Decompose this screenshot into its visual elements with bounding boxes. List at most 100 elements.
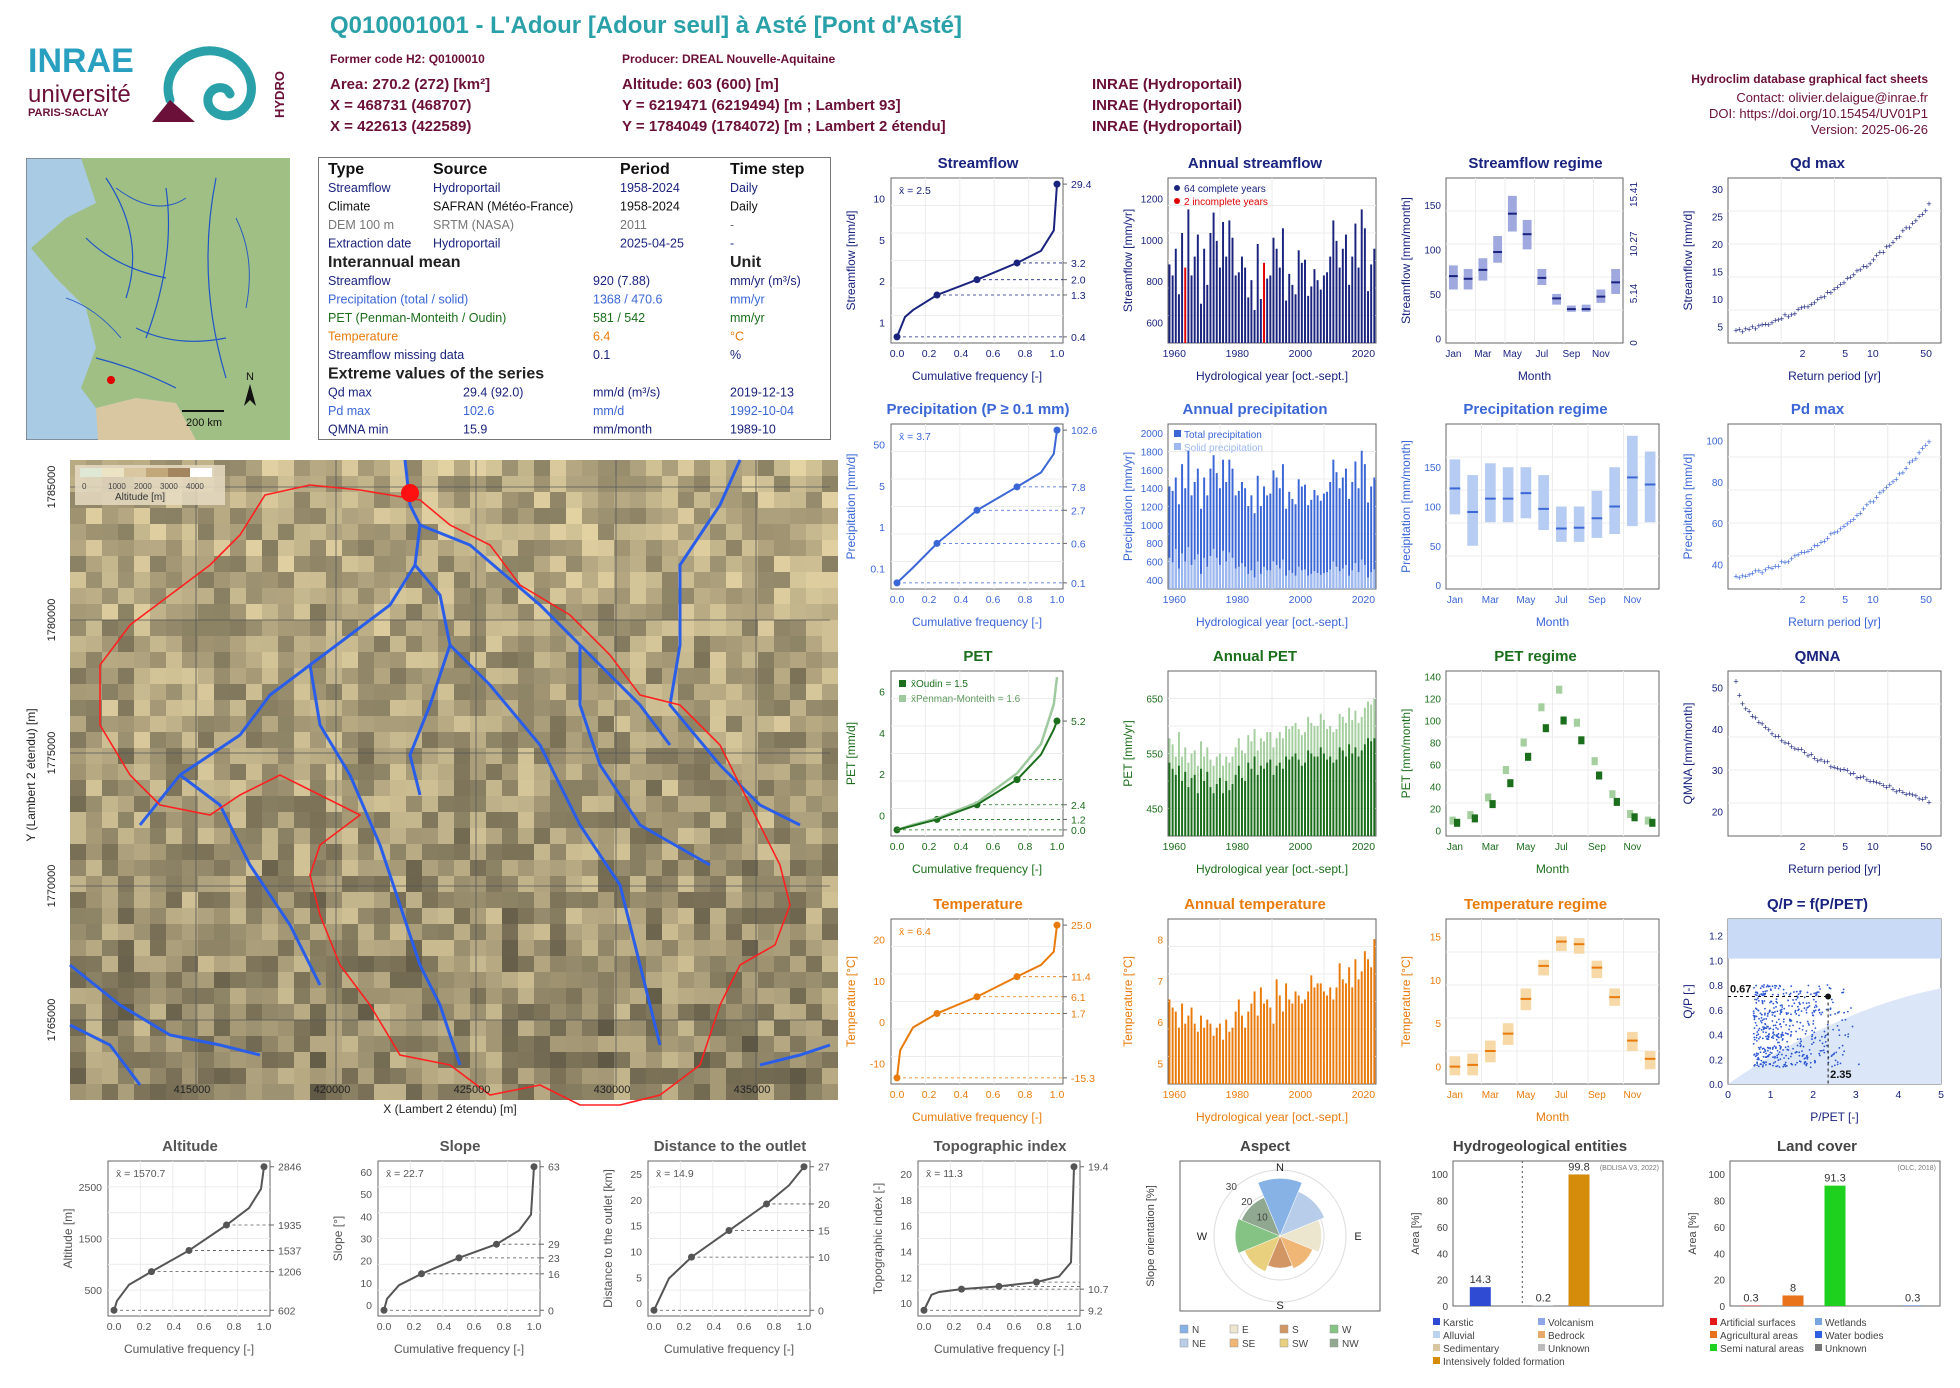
terrain-cell [518, 748, 534, 764]
terrain-cell [86, 508, 102, 524]
terrain-cell [518, 908, 534, 924]
bar [1295, 991, 1297, 1084]
terrain-cell [406, 844, 422, 860]
terrain-cell [758, 460, 774, 476]
terrain-cell [822, 828, 838, 844]
terrain-cell [310, 1020, 326, 1036]
scatter-dot [1807, 992, 1809, 994]
terrain-cell [486, 796, 502, 812]
terrain-cell [502, 652, 518, 668]
right-tick-label: 1.3 [1071, 290, 1086, 302]
terrain-cell [518, 828, 534, 844]
scatter-dot [1767, 1026, 1769, 1028]
x-axis-label: Cumulative frequency [-] [912, 369, 1042, 383]
terrain-cell [726, 860, 742, 876]
scatter-dot [1769, 985, 1771, 987]
terrain-cell [614, 860, 630, 876]
terrain-cell [518, 1052, 534, 1068]
terrain-cell [470, 988, 486, 1004]
terrain-cell [326, 668, 342, 684]
legend-swatch [1230, 1325, 1238, 1333]
bar [1279, 995, 1281, 1084]
terrain-cell [582, 604, 598, 620]
terrain-cell [342, 508, 358, 524]
ext-unit: mm/d [593, 404, 624, 418]
bar [1307, 296, 1309, 343]
terrain-cell [406, 1052, 422, 1068]
mean-x-label: 2.35 [1830, 1069, 1851, 1081]
terrain-cell [454, 972, 470, 988]
terrain-cell [246, 1004, 262, 1020]
right-tick-label: 5.2 [1071, 716, 1086, 728]
terrain-cell [774, 636, 790, 652]
month-label: Jul [1555, 842, 1568, 853]
terrain-cell [710, 844, 726, 860]
terrain-cell [438, 1068, 454, 1084]
terrain-cell [582, 572, 598, 588]
scatter-dot [1802, 1029, 1804, 1031]
bar-solid [1263, 567, 1265, 589]
y-tick-label: 140 [1424, 673, 1441, 684]
terrain-cell [550, 940, 566, 956]
terrain-cell [150, 572, 166, 588]
precip_cdf-chart: Precipitation (P ≥ 0.1 mm)Cumulative fre… [843, 398, 1113, 633]
terrain-cell [102, 1020, 118, 1036]
terrain-cell [390, 860, 406, 876]
terrain-cell [406, 604, 422, 620]
regime-box [1450, 459, 1461, 514]
terrain-cell [374, 668, 390, 684]
scatter-dot [1819, 1050, 1821, 1052]
terrain-cell [134, 524, 150, 540]
terrain-cell [678, 668, 694, 684]
terrain-cell [790, 876, 806, 892]
scatter-dot [1803, 1046, 1805, 1048]
scatter-dot [1765, 1061, 1767, 1063]
terrain-cell [326, 476, 342, 492]
terrain-cell [438, 1084, 454, 1100]
inter-unit: °C [730, 330, 744, 344]
terrain-cell [230, 572, 246, 588]
terrain-cell [422, 828, 438, 844]
terrain-cell [342, 588, 358, 604]
terrain-cell [150, 556, 166, 572]
terrain-cell [230, 908, 246, 924]
scatter-dot [1832, 1002, 1834, 1004]
terrain-cell [214, 828, 230, 844]
terrain-cell [422, 1004, 438, 1020]
terrain-cell [550, 636, 566, 652]
terrain-cell [326, 764, 342, 780]
terrain-cell [342, 492, 358, 508]
terrain-cell [758, 956, 774, 972]
terrain-cell [806, 1068, 822, 1084]
terrain-cell [582, 988, 598, 1004]
terrain-cell [486, 524, 502, 540]
terrain-cell [470, 860, 486, 876]
scatter-dot [1830, 988, 1832, 990]
x-axis-label: Hydrological year [oct.-sept.] [1196, 1110, 1348, 1124]
chart-title: Annual precipitation [1182, 401, 1327, 418]
x-tick-label: 0.6 [986, 348, 1001, 360]
bar-solid [1295, 576, 1297, 589]
y-tick-label: 10 [630, 1246, 642, 1258]
universite-logo: université [28, 81, 131, 108]
terrain-cell [422, 492, 438, 508]
y-axis-label: PET [mm/yr] [1121, 720, 1135, 786]
scatter-dot [1762, 1061, 1764, 1063]
legend-label: Agricultural areas [1720, 1331, 1798, 1342]
right-tick-label: 29.4 [1071, 179, 1092, 191]
terrain-cell [726, 1020, 742, 1036]
terrain-cell [806, 540, 822, 556]
terrain-cell [390, 620, 406, 636]
terrain-cell [230, 1068, 246, 1084]
terrain-cell [694, 684, 710, 700]
bar [1191, 1008, 1193, 1084]
bar [1197, 793, 1199, 836]
legend-tick: 3000 [160, 482, 178, 491]
terrain-cell [86, 524, 102, 540]
terrain-cell [806, 588, 822, 604]
terrain-cell [230, 924, 246, 940]
terrain-cell [726, 572, 742, 588]
terrain-cell [230, 764, 246, 780]
bar-solid [1288, 570, 1290, 589]
